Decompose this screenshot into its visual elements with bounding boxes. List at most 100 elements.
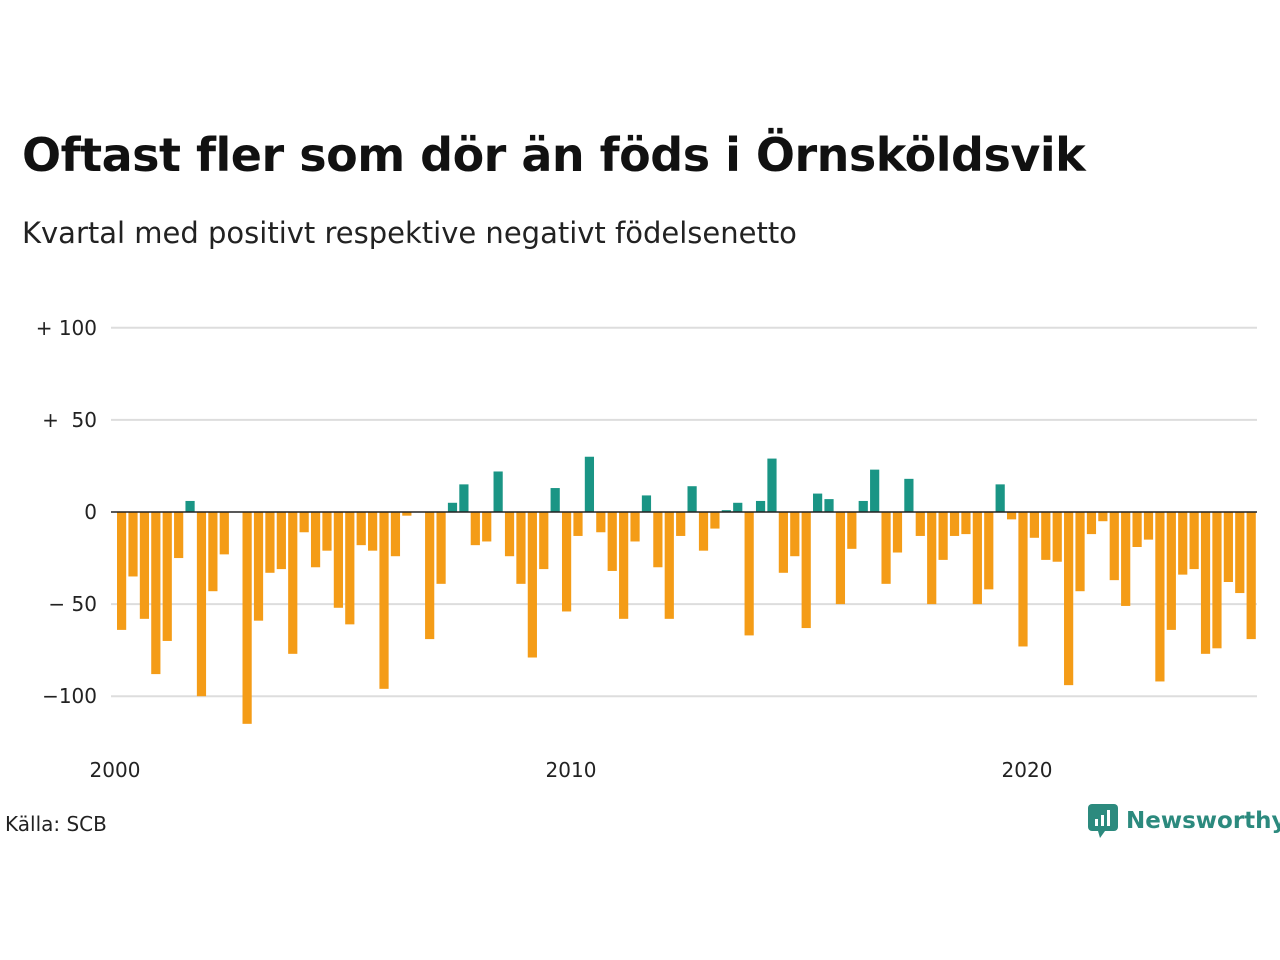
- bar: [1223, 512, 1233, 582]
- bar: [1121, 512, 1131, 606]
- y-tick-label: −100: [42, 684, 97, 708]
- bar: [744, 512, 754, 636]
- bar: [664, 512, 674, 619]
- bar-chart: + 100 + 50 0 − 50 −100 2000 2010 2020: [36, 316, 1257, 782]
- bar: [904, 478, 914, 512]
- bar: [379, 512, 389, 689]
- bar: [984, 512, 994, 590]
- bar: [596, 512, 606, 533]
- bar: [299, 512, 309, 533]
- bar: [527, 512, 537, 658]
- source-note: Källa: SCB: [5, 812, 107, 836]
- bar: [733, 502, 743, 512]
- bar: [995, 484, 1005, 512]
- bar: [710, 512, 720, 529]
- x-tick-label: 2020: [1002, 758, 1053, 782]
- y-tick-label: − 50: [48, 592, 97, 616]
- bar: [835, 512, 846, 605]
- bar: [310, 512, 321, 568]
- bar: [1155, 512, 1165, 682]
- x-tick-label: 2010: [546, 758, 597, 782]
- bar: [402, 512, 412, 516]
- chart-subtitle: Kvartal med positivt respektive negativt…: [22, 216, 797, 250]
- bar: [1109, 512, 1119, 581]
- bar: [219, 512, 229, 555]
- bar: [1143, 512, 1154, 540]
- bar: [607, 512, 617, 571]
- bar: [482, 512, 492, 542]
- bar: [653, 512, 663, 568]
- bar: [641, 495, 652, 512]
- bar: [151, 512, 161, 675]
- bar: [196, 512, 207, 697]
- bar: [778, 512, 788, 573]
- brand-logo: Newsworthy: [1088, 804, 1280, 838]
- bar: [550, 488, 560, 512]
- bar: [174, 512, 184, 559]
- chart-title: Oftast fler som dör än föds i Örnsköldsv…: [22, 128, 1086, 182]
- bar: [1041, 512, 1051, 560]
- bar: [870, 469, 880, 512]
- bar: [208, 512, 218, 592]
- bar: [265, 512, 275, 573]
- bar: [813, 493, 823, 512]
- bar: [425, 512, 435, 640]
- bar: [755, 500, 766, 512]
- bar: [1235, 512, 1245, 594]
- bar: [698, 512, 709, 551]
- bar: [584, 456, 595, 512]
- bar: [676, 512, 686, 536]
- bar: [949, 512, 960, 536]
- bar: [915, 512, 925, 536]
- bar: [185, 500, 195, 512]
- bar: [539, 512, 549, 570]
- bar: [801, 512, 811, 629]
- bar: [927, 512, 937, 605]
- bar: [459, 484, 469, 512]
- bar: [117, 512, 127, 630]
- bar: [858, 500, 868, 512]
- bar: [333, 512, 343, 608]
- bar: [573, 512, 583, 536]
- bar: [972, 512, 982, 605]
- bar: [447, 502, 458, 512]
- bar: [1086, 512, 1097, 535]
- bar: [619, 512, 629, 619]
- bar: [276, 512, 286, 570]
- bar: [1018, 512, 1028, 647]
- bar: [162, 512, 172, 641]
- bar: [345, 512, 355, 625]
- bar: [1006, 512, 1017, 520]
- bar: [1075, 512, 1085, 592]
- bar: [1189, 512, 1199, 570]
- bar: [139, 512, 150, 619]
- bar: [767, 458, 777, 512]
- bar: [1246, 512, 1256, 640]
- bar: [1052, 512, 1062, 562]
- bar: [938, 512, 948, 560]
- bar: [322, 512, 332, 551]
- bar: [288, 512, 298, 654]
- bar: [242, 512, 252, 724]
- bar: [493, 471, 503, 512]
- bar: [390, 512, 401, 557]
- bar: [1178, 512, 1188, 575]
- bar: [470, 512, 480, 546]
- bar: [128, 512, 138, 577]
- bar: [356, 512, 366, 546]
- bar: [516, 512, 526, 584]
- bar: [892, 512, 903, 553]
- bar: [630, 512, 640, 542]
- bar: [1029, 512, 1039, 538]
- y-tick-label: 0: [84, 500, 97, 524]
- bar: [253, 512, 264, 621]
- x-tick-label: 2000: [90, 758, 141, 782]
- y-tick-label: + 100: [36, 316, 97, 340]
- newsworthy-logo-icon: [1088, 804, 1118, 838]
- bar: [504, 512, 515, 557]
- brand-name: Newsworthy: [1126, 808, 1280, 834]
- bar: [1064, 512, 1074, 686]
- bar: [436, 512, 446, 584]
- bar: [824, 499, 834, 512]
- bar: [847, 512, 857, 549]
